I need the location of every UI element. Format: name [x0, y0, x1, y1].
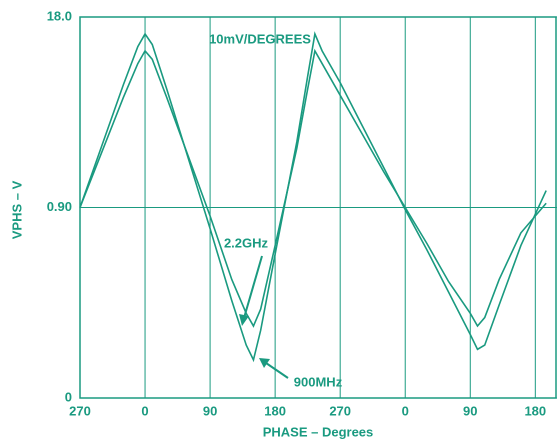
arrow — [243, 255, 263, 319]
y-tick-label: 0.90 — [47, 199, 72, 214]
x-tick-label: 180 — [264, 403, 286, 418]
arrow-head — [239, 314, 249, 326]
x-axis-title: PHASE – Degrees — [263, 424, 374, 439]
x-tick-label: 90 — [463, 403, 477, 418]
y-tick-label: 0 — [65, 389, 72, 404]
series-line — [79, 48, 547, 328]
annotation: 10mV/DEGREES — [209, 31, 311, 46]
series-label: 2.2GHz — [224, 235, 269, 250]
arrow-head — [259, 358, 270, 368]
y-tick-label: 18.0 — [47, 8, 72, 23]
series-line — [79, 31, 547, 363]
x-tick-label: 90 — [203, 403, 217, 418]
x-tick-label: 180 — [524, 403, 546, 418]
x-tick-label: 0 — [402, 403, 409, 418]
series-label: 900MHz — [294, 374, 343, 389]
arrow — [265, 362, 289, 379]
x-tick-label: 270 — [329, 403, 351, 418]
y-axis-title: VPHS – V — [9, 180, 24, 239]
x-tick-label: 0 — [141, 403, 148, 418]
x-tick-label: 270 — [69, 403, 91, 418]
